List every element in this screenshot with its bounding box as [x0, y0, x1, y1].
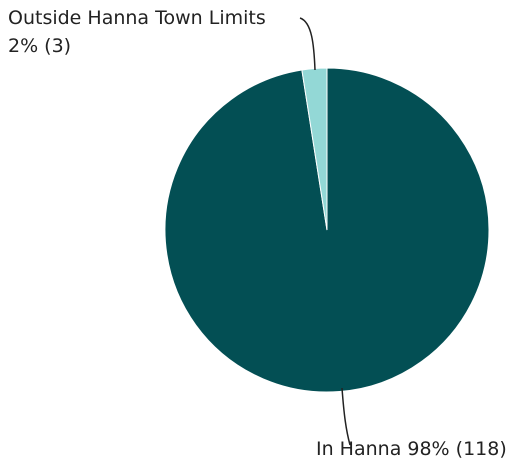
- pie-slices: [164, 67, 490, 393]
- leader-line-outside-hanna: [299, 17, 316, 71]
- label-in-hanna: In Hanna 98% (118): [316, 438, 507, 460]
- label-outside-hanna-value: 2% (3): [8, 35, 71, 57]
- leader-line-in-hanna: [341, 387, 351, 446]
- label-outside-hanna-name: Outside Hanna Town Limits: [8, 7, 266, 29]
